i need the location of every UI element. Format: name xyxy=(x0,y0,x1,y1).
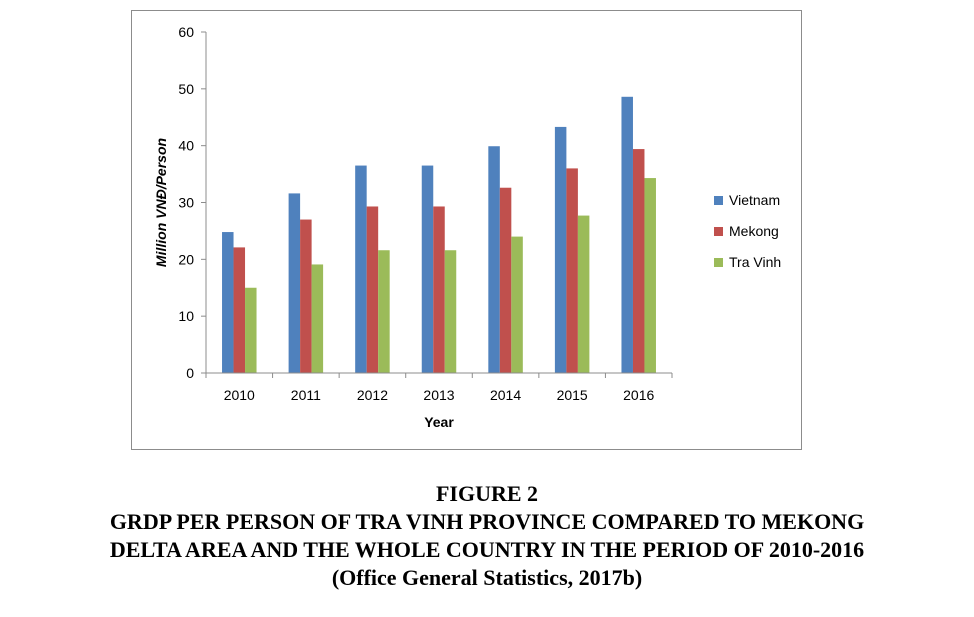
bar-vietnam-2011 xyxy=(288,193,301,373)
legend-label: Vietnam xyxy=(729,192,780,208)
bar-mekong-2012 xyxy=(366,206,379,373)
y-tick-label: 60 xyxy=(178,24,194,40)
legend-swatch xyxy=(714,258,723,267)
x-tick-label: 2014 xyxy=(490,387,521,403)
y-tick-label: 0 xyxy=(186,365,194,381)
chart-frame: 0 10 20 30 40 50 60 2010 2011 2012 2013 2014 2015 20… xyxy=(131,10,802,450)
legend-label: Tra Vinh xyxy=(729,254,781,270)
y-tick-label: 50 xyxy=(178,81,194,97)
y-axis-title: Million VNĐ/Person xyxy=(153,138,169,267)
bar-vietnam-2014 xyxy=(488,146,500,373)
bar-tra-vinh-2015 xyxy=(577,215,590,373)
bar-tra-vinh-2011 xyxy=(311,264,324,373)
y-tick-label: 20 xyxy=(178,251,194,267)
bar-mekong-2015 xyxy=(566,168,578,373)
bar-vietnam-2013 xyxy=(421,165,434,373)
bar-tra-vinh-2012 xyxy=(378,250,390,373)
figure-label: FIGURE 2 xyxy=(435,481,539,506)
x-tick-label: 2011 xyxy=(291,387,321,403)
legend-swatch xyxy=(714,196,723,205)
bar-tra-vinh-2014 xyxy=(511,236,523,373)
y-tick-label: 30 xyxy=(178,195,194,211)
legend-label: Mekong xyxy=(729,223,779,239)
bar-vietnam-2016 xyxy=(621,96,633,373)
x-tick-label: 2012 xyxy=(357,387,388,403)
caption-line-1: GRDP PER PERSON OF TRA VINH PROVINCE COM… xyxy=(109,509,865,534)
bar-mekong-2016 xyxy=(632,149,645,373)
x-axis-title: Year xyxy=(424,414,454,430)
bar-vietnam-2010 xyxy=(222,232,234,373)
x-tick-label: 2013 xyxy=(423,387,454,403)
bar-mekong-2011 xyxy=(300,219,312,373)
x-tick-label: 2016 xyxy=(623,387,654,403)
legend: Vietnam Mekong Tra Vinh xyxy=(714,192,781,270)
y-tick-label: 10 xyxy=(178,308,194,324)
bar-vietnam-2012 xyxy=(355,165,367,373)
bar-tra-vinh-2013 xyxy=(444,250,457,373)
bar-vietnam-2015 xyxy=(554,126,567,373)
figure-caption: FIGURE 2 GRDP PER PERSON OF TRA VINH PRO… xyxy=(0,480,974,592)
bar-tra-vinh-2010 xyxy=(245,287,257,373)
x-axis-ticks: 2010 2011 2012 2013 2014 2015 2016 xyxy=(205,373,673,403)
bar-tra-vinh-2016 xyxy=(644,178,656,373)
x-tick-label: 2015 xyxy=(557,387,588,403)
caption-source: (Office General Statistics, 2017b) xyxy=(331,565,643,590)
bars xyxy=(222,96,656,373)
y-axis-ticks: 0 10 20 30 40 50 60 xyxy=(178,24,206,381)
caption-line-2: DELTA AREA AND THE WHOLE COUNTRY IN THE … xyxy=(109,537,865,562)
bar-mekong-2014 xyxy=(499,187,512,373)
legend-swatch xyxy=(714,227,723,236)
y-tick-label: 40 xyxy=(178,138,194,154)
bar-mekong-2013 xyxy=(433,206,445,373)
bar-mekong-2010 xyxy=(233,247,246,373)
x-tick-label: 2010 xyxy=(224,387,255,403)
